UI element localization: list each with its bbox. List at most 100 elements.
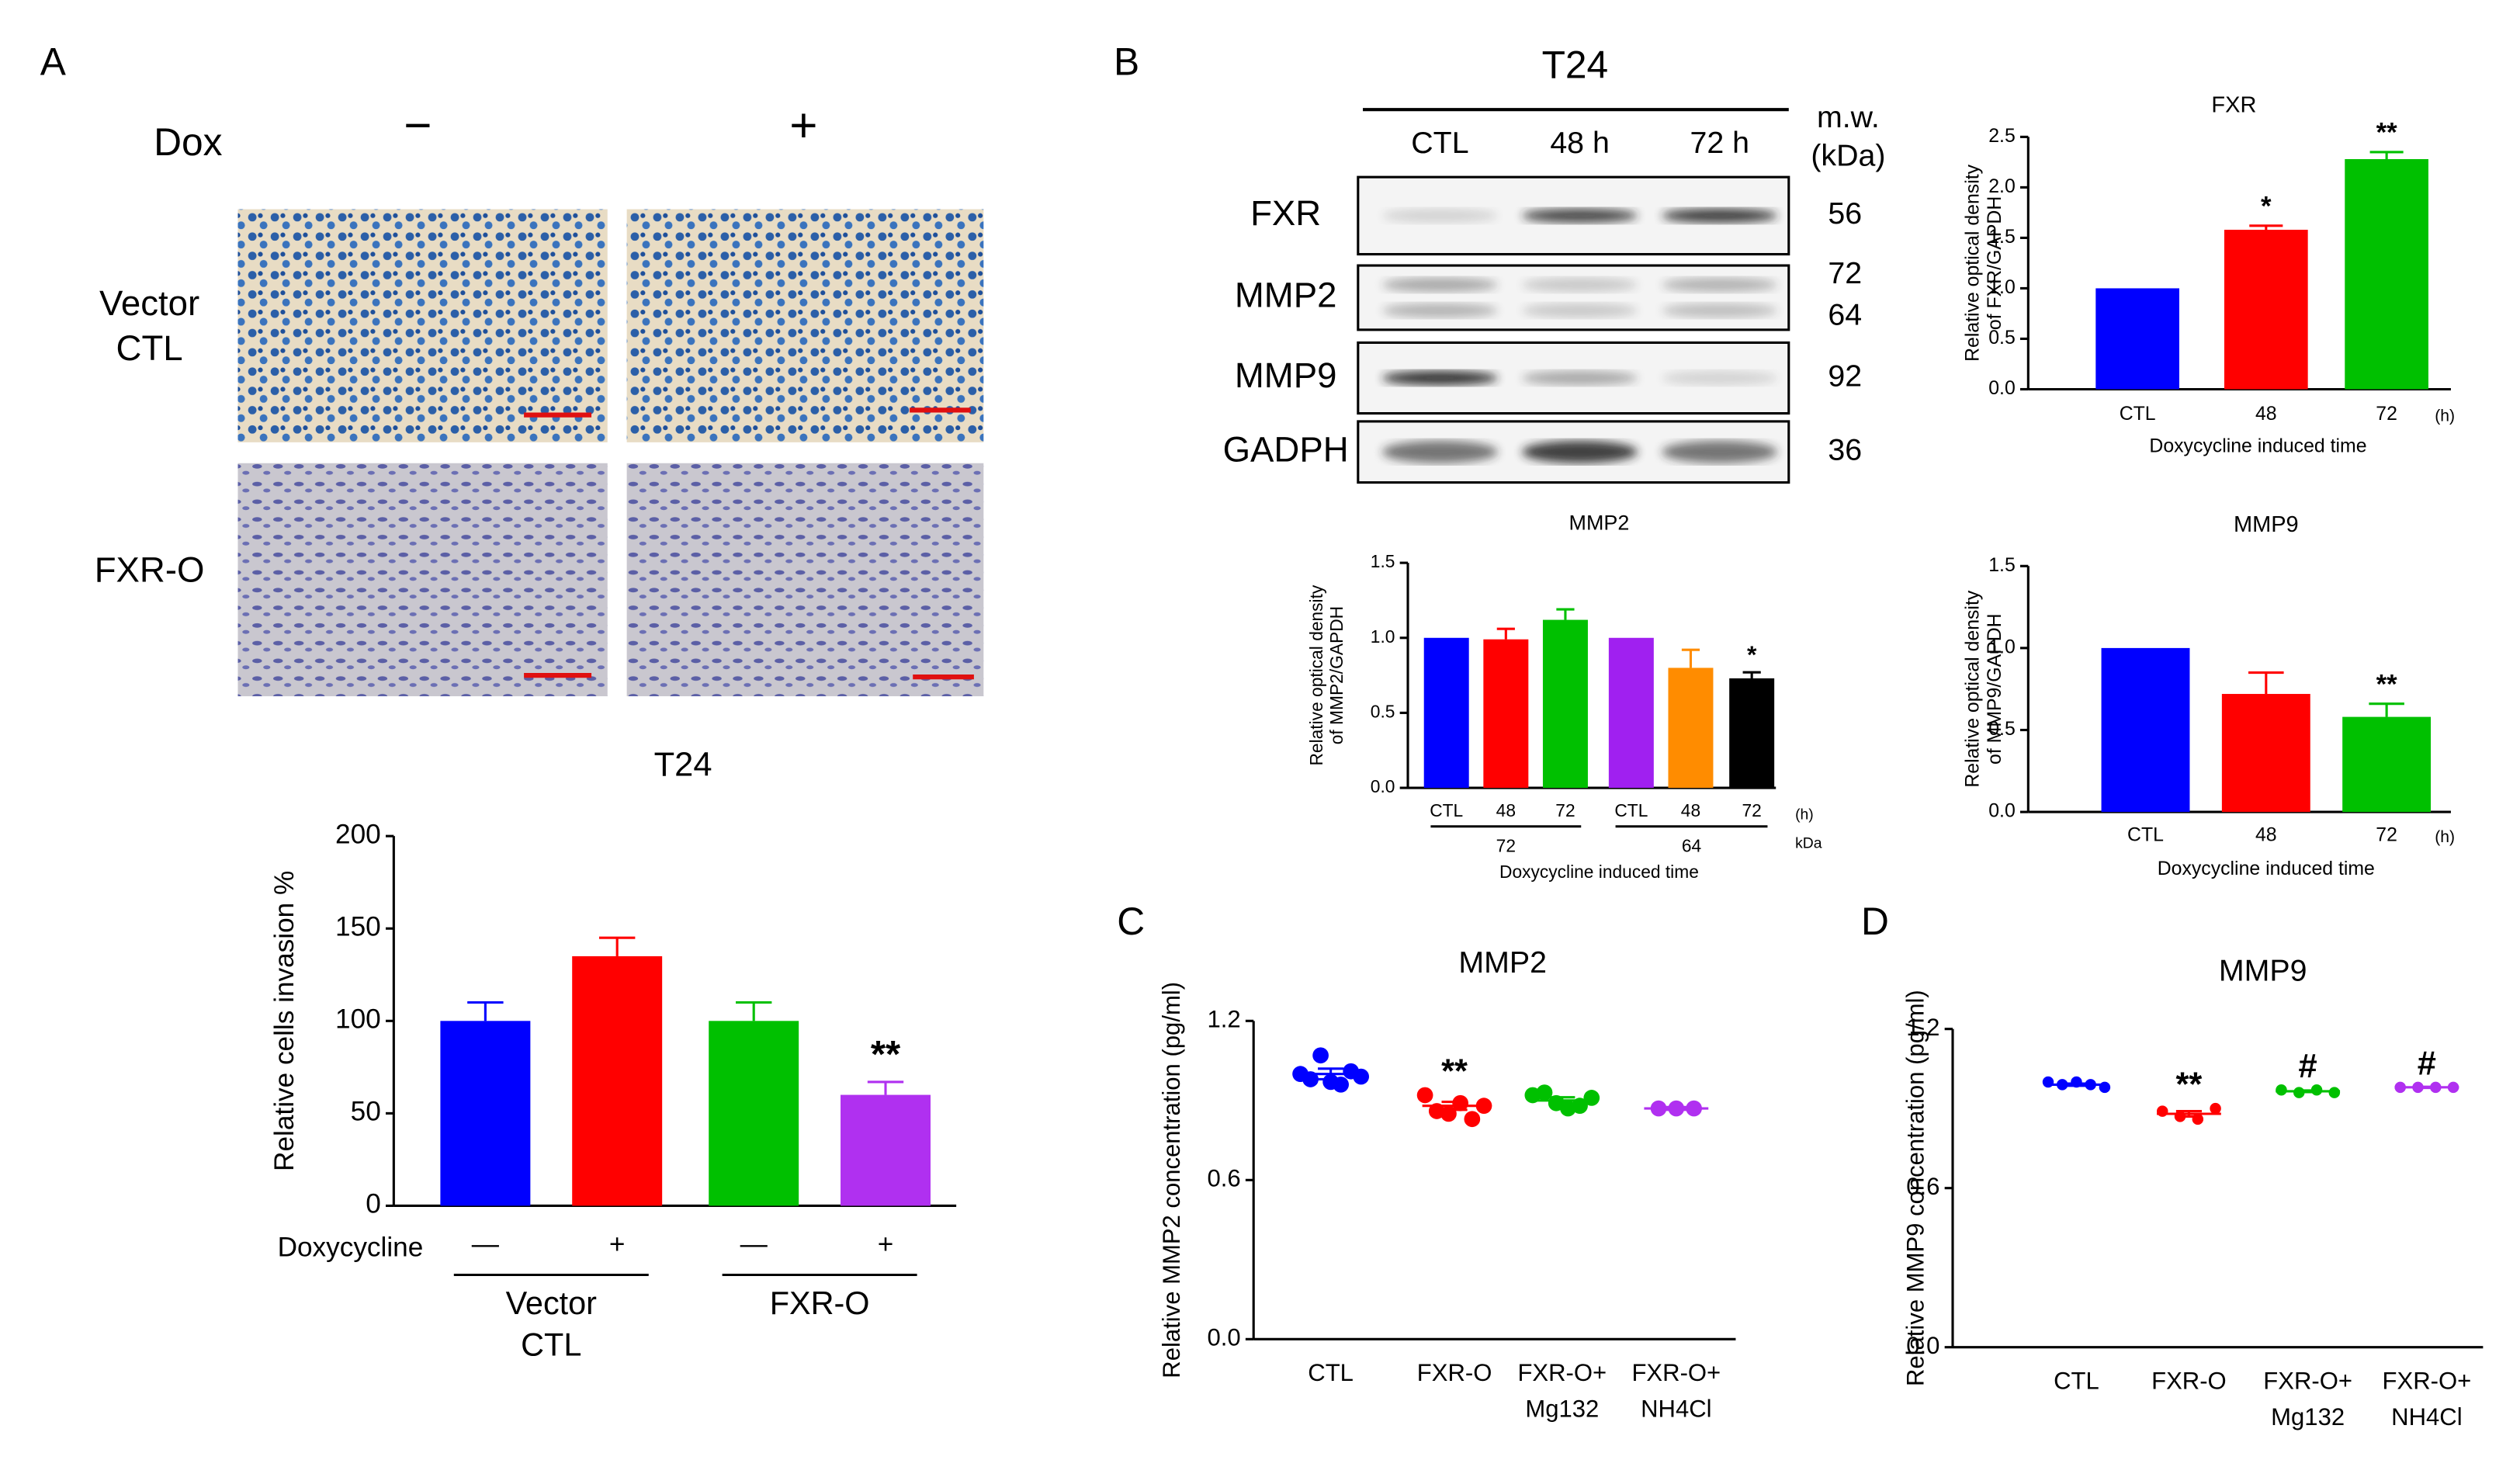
row-label: FXR-O bbox=[95, 550, 205, 590]
row-label: CTL bbox=[116, 328, 183, 368]
bar bbox=[2221, 694, 2310, 813]
y-tick-label: 1.0 bbox=[1988, 277, 2016, 298]
micrograph bbox=[237, 463, 608, 697]
bar bbox=[2101, 647, 2190, 813]
y-tick-label: 0.5 bbox=[1988, 328, 2016, 349]
bar bbox=[2224, 230, 2308, 390]
blot-column: CTL bbox=[1411, 126, 1468, 160]
blot-band bbox=[1381, 277, 1498, 293]
x-unit: (h) bbox=[2435, 828, 2455, 846]
point bbox=[1452, 1094, 1469, 1111]
point bbox=[1333, 1076, 1349, 1093]
micrograph bbox=[626, 463, 984, 697]
scale-bars bbox=[524, 407, 974, 680]
chart-title: MMP9 bbox=[2234, 512, 2299, 537]
y-axis-label: Relative optical density bbox=[1306, 584, 1326, 765]
y-tick-label: 2.0 bbox=[1988, 176, 2016, 197]
x-tick-label: FXR-O+ bbox=[1631, 1359, 1721, 1386]
bar bbox=[572, 955, 663, 1206]
bar bbox=[440, 1021, 531, 1206]
x-axis-label: Doxycycline induced time bbox=[1499, 862, 1699, 882]
blot-band bbox=[1522, 370, 1638, 386]
blot-band bbox=[1522, 440, 1638, 463]
blot-title: T24 bbox=[1542, 43, 1609, 86]
x-tick-label: NH4Cl bbox=[2391, 1403, 2462, 1431]
mw-header: m.w. bbox=[1817, 100, 1880, 134]
group-label: 72 bbox=[1496, 836, 1516, 856]
y-axis-label: Relative optical density bbox=[1962, 164, 1983, 362]
chart: MMP2 0.0 0.5 1.0 1.5 Relative optical density… bbox=[1306, 512, 1822, 882]
x-tick-label: CTL bbox=[1614, 800, 1648, 820]
mw-label: 36 bbox=[1828, 433, 1862, 467]
blot-band bbox=[1381, 303, 1498, 318]
x-unit: kDa bbox=[1795, 835, 1822, 852]
chart-title: MMP2 bbox=[1458, 945, 1547, 980]
bar bbox=[1608, 637, 1654, 789]
mw-header: (kDa) bbox=[1811, 139, 1885, 173]
x-tick-label: CTL bbox=[1430, 800, 1463, 820]
y-axis-label: of FXR/GAPDH bbox=[1984, 196, 2005, 330]
x-axis-label: Doxycycline induced time bbox=[2149, 436, 2366, 457]
point bbox=[1302, 1071, 1319, 1087]
chart-title: FXR bbox=[2211, 93, 2256, 118]
blot-band bbox=[1381, 370, 1498, 386]
y-tick-label: 0.0 bbox=[1988, 801, 2016, 822]
x-tick-label: 48 bbox=[1496, 800, 1516, 820]
x-tick-label: FXR-O+ bbox=[2263, 1367, 2352, 1394]
point bbox=[2042, 1076, 2054, 1088]
x-tick-label: CTL bbox=[1308, 1359, 1354, 1386]
y-tick-label: 0.0 bbox=[1371, 776, 1395, 796]
y-tick-label: 0.0 bbox=[1207, 1324, 1240, 1351]
x-tick-label: FXR-O bbox=[2151, 1367, 2227, 1394]
blot-band bbox=[1381, 440, 1498, 463]
y-tick-label: 1.0 bbox=[1988, 636, 2016, 657]
annotation: * bbox=[2261, 192, 2272, 222]
point bbox=[2328, 1087, 2341, 1098]
y-tick-label: 1.5 bbox=[1988, 227, 2016, 248]
blot-band bbox=[1522, 303, 1638, 318]
point bbox=[2276, 1084, 2287, 1096]
y-axis-label: Relative cells invasion % bbox=[269, 871, 300, 1171]
treatment-label: Dox bbox=[154, 120, 223, 164]
y-tick-label: 0.5 bbox=[1988, 719, 2016, 740]
blot-band bbox=[1381, 208, 1498, 224]
x-tick-label: FXR-O+ bbox=[1517, 1359, 1607, 1386]
bar bbox=[1668, 668, 1714, 789]
x-tick-label: 72 bbox=[2376, 404, 2397, 425]
panel-label: D bbox=[1861, 900, 1889, 943]
y-tick-label: 0.0 bbox=[1988, 378, 2016, 399]
group-label: Vector bbox=[506, 1285, 598, 1321]
y-tick-label: 1.0 bbox=[1371, 626, 1395, 647]
chart-title: MMP2 bbox=[1569, 512, 1630, 535]
y-tick-label: 0.6 bbox=[1207, 1165, 1240, 1192]
group-label: FXR-O bbox=[770, 1285, 870, 1321]
point bbox=[1572, 1098, 1588, 1115]
y-tick-label: 150 bbox=[335, 912, 381, 942]
x-tick-label: Mg132 bbox=[2271, 1403, 2345, 1431]
point bbox=[1536, 1084, 1553, 1101]
x-tick-label: + bbox=[878, 1229, 894, 1260]
y-tick-label: 1.5 bbox=[1988, 555, 2016, 576]
bar bbox=[1423, 637, 1469, 789]
group-label: CTL bbox=[521, 1327, 581, 1363]
annotation: ** bbox=[871, 1033, 901, 1076]
blot-band bbox=[1662, 370, 1778, 386]
annotation: # bbox=[2418, 1045, 2436, 1082]
bar bbox=[2095, 288, 2179, 390]
blot-band bbox=[1662, 208, 1778, 224]
bar bbox=[1542, 619, 1588, 789]
chart-title: T24 bbox=[654, 747, 712, 784]
x-tick-label: — bbox=[472, 1229, 500, 1260]
y-tick-label: 0.6 bbox=[1906, 1173, 1939, 1200]
bar bbox=[841, 1094, 931, 1206]
blot-band bbox=[1522, 208, 1638, 224]
blot-band bbox=[1662, 440, 1778, 463]
point bbox=[1464, 1111, 1481, 1128]
annotation: ** bbox=[2376, 119, 2398, 148]
bar bbox=[2345, 158, 2428, 390]
chart: T24 0 50 100 150 200 Relative cells invasion %… bbox=[269, 747, 957, 1363]
x-unit: (h) bbox=[1795, 806, 1814, 823]
micrograph bbox=[626, 209, 984, 442]
